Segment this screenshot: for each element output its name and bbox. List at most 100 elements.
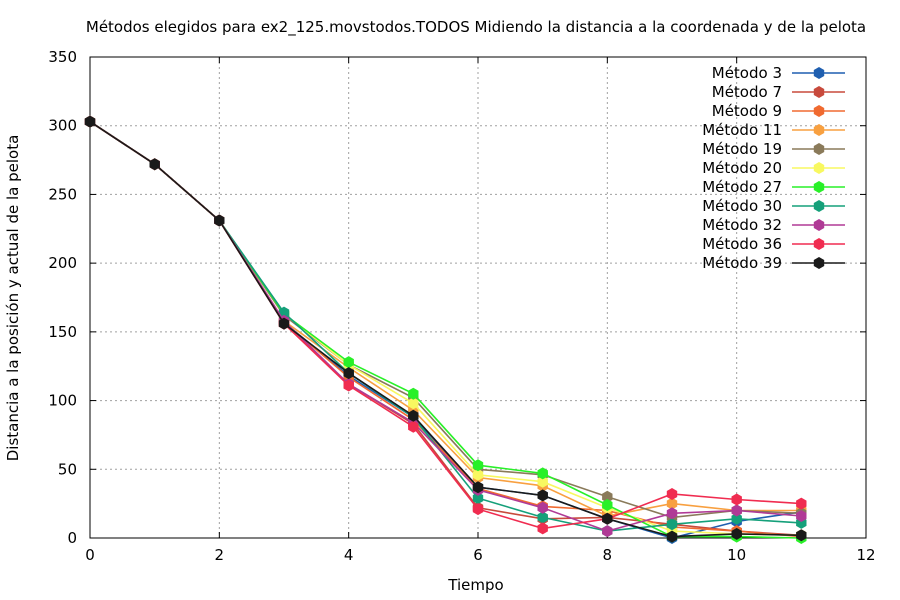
- legend-label: Método 39: [702, 254, 782, 272]
- data-point: [214, 214, 225, 227]
- data-point: [472, 492, 484, 505]
- series-1: [84, 115, 807, 544]
- data-point: [537, 522, 548, 535]
- data-point: [537, 501, 548, 514]
- legend-swatch-marker: [813, 257, 825, 269]
- data-point: [278, 317, 290, 330]
- data-point: [343, 356, 354, 369]
- x-tick-label: 4: [344, 546, 354, 564]
- legend-swatch-marker: [813, 86, 825, 98]
- y-tick-labels: 0 50 100 150 200 250 300 350: [48, 48, 77, 547]
- series-8: [84, 115, 807, 538]
- data-point: [472, 468, 484, 481]
- data-point: [408, 420, 419, 433]
- legend-label: Método 27: [702, 178, 782, 196]
- x-tick-labels: 0 2 4 6 8 10 12: [85, 546, 875, 564]
- data-point: [796, 497, 807, 510]
- legend-label: Método 20: [702, 159, 782, 177]
- data-point: [408, 397, 419, 410]
- series-5: [84, 115, 807, 524]
- x-tick-label: 10: [727, 546, 746, 564]
- data-point: [149, 158, 160, 171]
- data-point: [796, 529, 807, 542]
- data-point: [472, 503, 484, 516]
- data-point: [537, 489, 548, 502]
- data-point: [602, 499, 613, 511]
- x-tick-label: 6: [473, 546, 483, 564]
- legend-label: Método 9: [712, 102, 782, 120]
- series-4: [84, 115, 807, 522]
- series-line: [89, 120, 802, 538]
- data-point: [408, 409, 419, 422]
- axis-ticks: [89, 56, 867, 539]
- series-9: [84, 115, 807, 538]
- data-point: [602, 525, 613, 538]
- series-6: [84, 115, 807, 542]
- chart-title: Métodos elegidos para ex2_125.movstodos.…: [86, 18, 866, 37]
- data-point: [731, 512, 742, 525]
- series-line: [89, 120, 802, 539]
- data-point: [408, 387, 419, 400]
- legend-swatch-marker: [813, 181, 825, 193]
- data-point: [84, 115, 96, 128]
- y-tick-label: 50: [58, 460, 77, 478]
- y-axis-title: Distancia a la posición y actual de la p…: [4, 135, 22, 462]
- y-tick-label: 150: [48, 323, 77, 341]
- x-axis-title: Tiempo: [447, 576, 503, 594]
- x-tick-label: 8: [603, 546, 613, 564]
- series-10: [84, 115, 807, 535]
- series-line: [89, 120, 802, 537]
- legend-swatch-marker: [813, 200, 825, 212]
- data-point: [472, 481, 484, 494]
- grid: [90, 57, 866, 538]
- series-line: [89, 120, 802, 530]
- y-tick-label: 100: [48, 392, 77, 410]
- legend-label: Método 32: [702, 216, 782, 234]
- series-line: [89, 120, 802, 537]
- data-point: [472, 459, 484, 472]
- series-line: [89, 120, 802, 539]
- legend-swatch-marker: [813, 105, 825, 117]
- series-line: [89, 120, 802, 538]
- legend-swatch-marker: [813, 67, 825, 79]
- data-point: [537, 511, 548, 524]
- data-point: [343, 379, 354, 392]
- legend-swatch-marker: [813, 238, 825, 250]
- legend-label: Método 7: [712, 83, 782, 101]
- legend-label: Método 19: [702, 140, 782, 158]
- data-point: [537, 475, 548, 488]
- series-group: [84, 115, 807, 544]
- data-point: [602, 490, 613, 503]
- series-7: [84, 115, 807, 544]
- data-point: [602, 512, 613, 525]
- series-11: [84, 115, 807, 543]
- y-tick-label: 300: [48, 117, 77, 135]
- legend-swatch-marker: [813, 162, 825, 174]
- legend-label: Método 36: [702, 235, 782, 253]
- x-tick-label: 0: [85, 546, 95, 564]
- data-point: [666, 530, 678, 543]
- data-point: [731, 504, 742, 517]
- legend-label: Método 30: [702, 197, 782, 215]
- data-point: [666, 518, 678, 531]
- y-tick-label: 0: [67, 529, 77, 547]
- series-3: [84, 115, 807, 543]
- data-point: [666, 488, 678, 500]
- data-point: [666, 507, 678, 520]
- data-point: [537, 467, 548, 480]
- legend-label: Método 11: [702, 121, 782, 139]
- data-point: [731, 493, 742, 506]
- data-point: [731, 527, 742, 540]
- legend-swatch-marker: [813, 124, 825, 136]
- legend-swatch-marker: [813, 219, 825, 231]
- data-point: [343, 367, 354, 380]
- y-tick-label: 350: [48, 48, 77, 66]
- x-tick-label: 2: [215, 546, 225, 564]
- series-2: [84, 115, 807, 542]
- y-tick-label: 200: [48, 254, 77, 272]
- data-point: [666, 497, 678, 510]
- legend-label: Método 3: [712, 64, 782, 82]
- data-point: [796, 510, 807, 522]
